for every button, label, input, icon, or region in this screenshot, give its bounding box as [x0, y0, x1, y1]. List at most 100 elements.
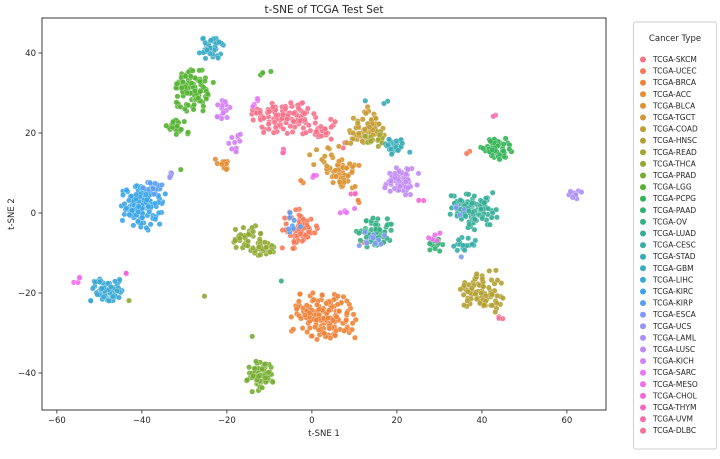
- data-point: [170, 118, 177, 125]
- data-point: [285, 226, 292, 232]
- data-point: [402, 178, 409, 185]
- data-point: [461, 282, 468, 289]
- legend-item-tcga-uvm: TCGA-UVM: [640, 415, 693, 424]
- data-point: [225, 140, 232, 147]
- legend-label: TCGA-PRAD: [652, 171, 696, 180]
- data-point: [425, 234, 432, 241]
- data-point: [254, 95, 261, 102]
- data-point: [453, 204, 460, 211]
- data-point: [321, 330, 328, 337]
- legend-label: TCGA-UVM: [652, 415, 693, 424]
- data-point: [336, 308, 343, 315]
- y-tick-label: −40: [18, 369, 36, 379]
- data-point: [290, 118, 297, 125]
- data-point: [488, 291, 495, 298]
- data-point: [328, 136, 335, 143]
- data-point: [126, 211, 133, 218]
- y-tick-label: 20: [25, 129, 36, 139]
- data-point: [355, 230, 362, 237]
- data-point: [200, 84, 207, 91]
- y-tick-label: 0: [31, 209, 36, 219]
- data-point: [251, 365, 258, 372]
- legend-marker: [640, 416, 646, 423]
- data-point: [319, 292, 326, 298]
- data-point: [333, 313, 340, 320]
- data-point: [388, 151, 395, 158]
- legend-marker: [640, 334, 646, 341]
- data-point: [472, 291, 479, 298]
- data-point: [334, 293, 341, 300]
- data-point: [143, 224, 150, 231]
- data-point: [299, 325, 306, 332]
- data-point: [464, 288, 471, 295]
- data-point: [123, 270, 130, 277]
- legend-label: TCGA-PCPG: [652, 194, 696, 203]
- data-point: [355, 130, 362, 137]
- data-point: [305, 122, 312, 129]
- data-point: [114, 287, 121, 294]
- data-point: [299, 99, 306, 106]
- data-point: [202, 39, 209, 46]
- data-point: [479, 275, 486, 282]
- data-point: [130, 222, 137, 229]
- data-point: [306, 151, 313, 158]
- data-point: [313, 128, 320, 135]
- legend-label: TCGA-READ: [652, 148, 697, 157]
- data-point: [324, 144, 331, 151]
- legend-label: TCGA-TGCT: [652, 113, 696, 122]
- data-point: [466, 221, 473, 228]
- y-tick-label: 40: [25, 49, 36, 59]
- legend-marker: [640, 126, 646, 133]
- legend-label: TCGA-KICH: [652, 357, 694, 366]
- data-point: [388, 227, 395, 234]
- legend-marker: [640, 288, 646, 295]
- data-point: [292, 206, 299, 213]
- data-point: [469, 200, 475, 207]
- data-point: [216, 39, 223, 45]
- legend-label: TCGA-CESC: [652, 241, 696, 250]
- data-point: [486, 267, 493, 274]
- data-point: [181, 118, 188, 125]
- data-point: [388, 146, 395, 152]
- data-point: [281, 215, 288, 221]
- data-point: [180, 79, 186, 86]
- data-point: [259, 70, 266, 76]
- data-point: [457, 286, 464, 293]
- data-point: [278, 278, 285, 284]
- series-tcga-kirc: [118, 182, 169, 233]
- data-point: [279, 149, 286, 156]
- legend-item-tcga-esca: TCGA-ESCA: [640, 310, 697, 319]
- legend-label: TCGA-LIHC: [652, 275, 693, 284]
- data-point: [350, 115, 357, 122]
- data-point: [177, 166, 184, 173]
- data-point: [133, 191, 139, 198]
- data-point: [326, 307, 332, 314]
- data-point: [370, 215, 376, 222]
- data-point: [323, 300, 330, 307]
- data-point: [280, 111, 287, 118]
- data-point: [300, 125, 307, 131]
- data-point: [376, 226, 383, 233]
- data-point: [173, 131, 180, 138]
- series-tcga-lusc: [381, 164, 422, 198]
- data-point: [465, 191, 472, 198]
- data-point: [287, 209, 293, 216]
- legend-marker: [640, 79, 646, 86]
- data-point: [432, 245, 439, 252]
- data-point: [414, 182, 421, 188]
- data-point: [298, 315, 304, 322]
- legend-label: TCGA-STAD: [652, 252, 696, 261]
- data-point: [125, 197, 132, 204]
- data-point: [461, 247, 468, 254]
- legend-item-tcga-brca: TCGA-BRCA: [640, 78, 697, 87]
- data-point: [188, 80, 195, 87]
- data-point: [215, 55, 222, 61]
- legend-label: TCGA-OV: [652, 217, 688, 226]
- data-point: [250, 245, 256, 251]
- data-point: [261, 361, 268, 368]
- data-point: [260, 129, 267, 136]
- legend-item-tcga-sarc: TCGA-SARC: [640, 368, 696, 377]
- legend-item-tcga-prad: TCGA-PRAD: [640, 171, 696, 180]
- legend-item-tcga-gbm: TCGA-GBM: [640, 264, 694, 273]
- data-point: [569, 194, 576, 201]
